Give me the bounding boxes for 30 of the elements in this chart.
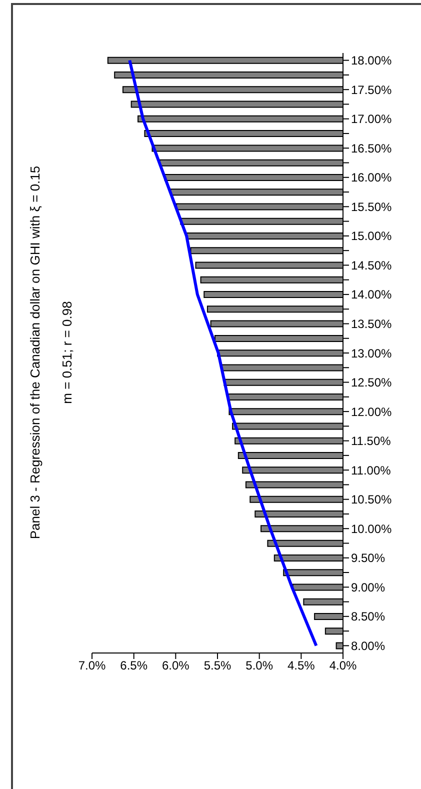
y-tick-label: 10.00% <box>351 522 392 536</box>
y-tick-label: 15.50% <box>351 200 392 214</box>
y-tick-label: 14.00% <box>351 288 392 302</box>
y-tick-label: 8.00% <box>351 638 386 653</box>
y-tick-label: 16.50% <box>351 141 392 156</box>
y-tick-label: 13.50% <box>351 316 392 331</box>
y-tick-label: 12.00% <box>351 404 392 419</box>
y-tick-label: 12.50% <box>351 376 392 390</box>
y-tick-label: 14.50% <box>351 258 392 272</box>
y-tick-label: 11.00% <box>351 463 392 478</box>
y-tick-label: 16.00% <box>351 170 392 185</box>
y-tick-label: 17.00% <box>351 112 392 126</box>
x-tick-label: 4.5% <box>287 658 316 673</box>
x-tick-label: 7.0% <box>78 658 106 673</box>
x-tick-label: 4.0% <box>329 658 357 673</box>
y-tick-label: 13.00% <box>351 346 392 360</box>
y-tick-label: 15.00% <box>351 229 392 244</box>
y-tick-label: 10.50% <box>351 492 392 507</box>
x-tick-label: 5.0% <box>246 658 274 673</box>
x-tick-label: 6.0% <box>162 658 190 673</box>
text: Panel 3 - Regression of the Canadian dollar on GHI with ξ = 0.15 <box>28 164 42 542</box>
y-tick-label: 11.50% <box>351 434 392 448</box>
y-tick-label: 17.50% <box>351 82 392 97</box>
text: m = 0.51; r = 0.98 <box>60 300 74 406</box>
x-tick-label: 5.5% <box>204 658 232 673</box>
y-tick-label: 9.50% <box>351 551 386 566</box>
y-tick-label: 8.50% <box>351 610 386 624</box>
y-tick-label: 18.00% <box>351 54 392 68</box>
y-tick-label: 9.00% <box>351 580 386 594</box>
x-tick-label: 6.5% <box>120 658 148 673</box>
